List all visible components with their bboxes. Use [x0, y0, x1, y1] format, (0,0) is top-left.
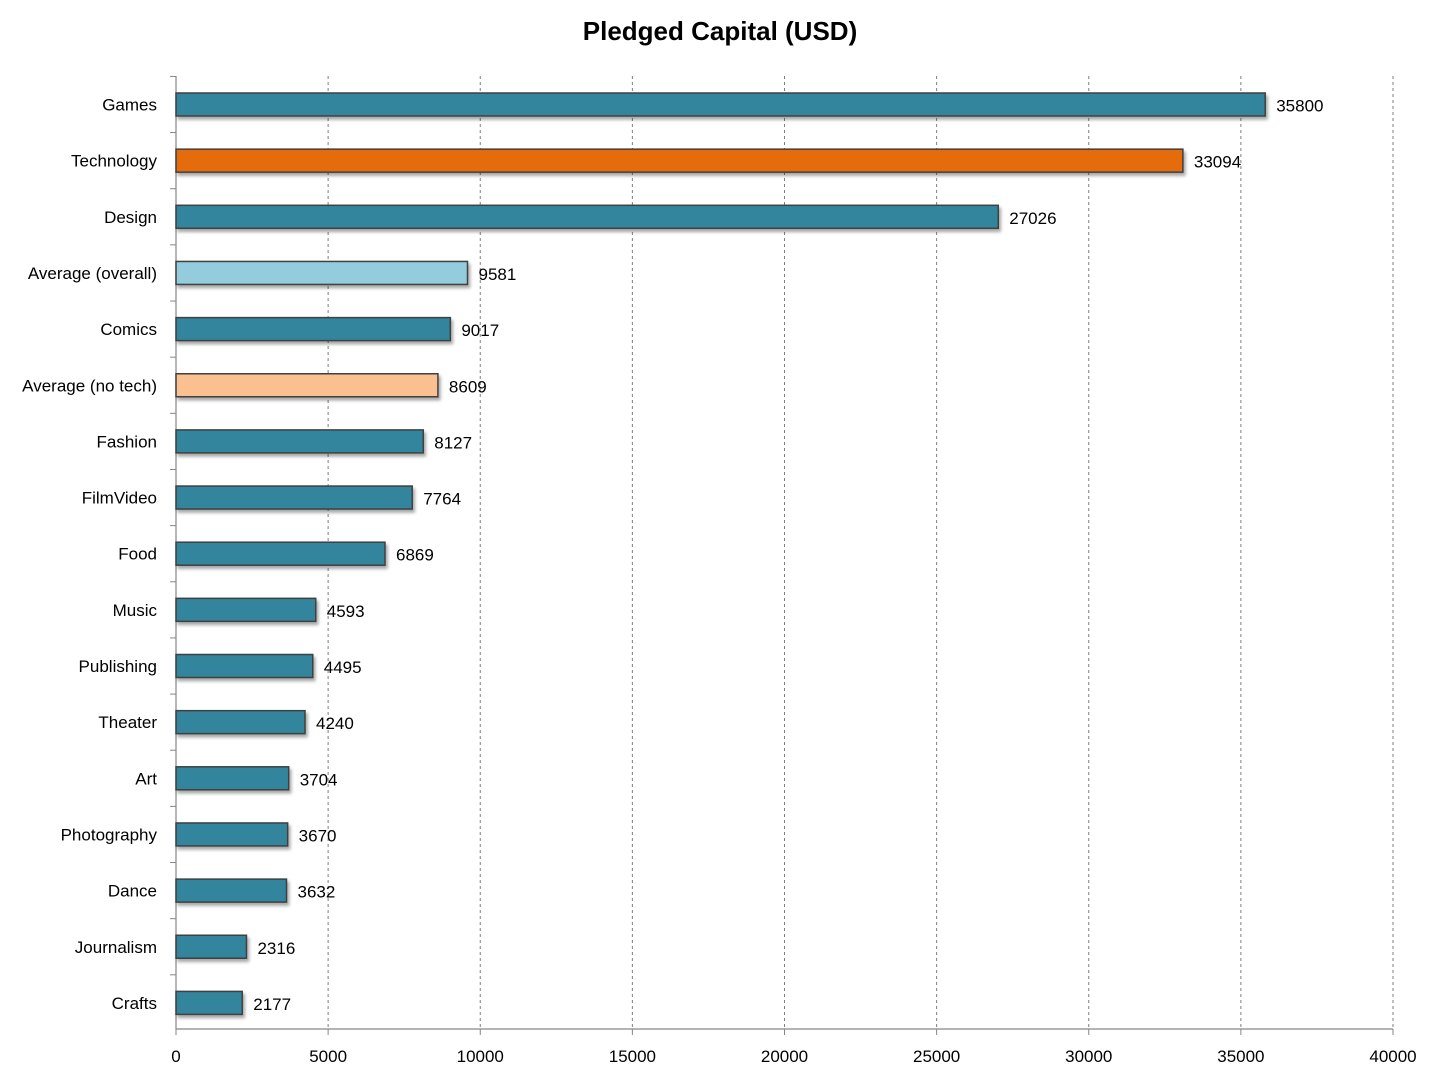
category-label: Design: [104, 208, 157, 227]
data-label: 35800: [1276, 97, 1323, 116]
data-label: 9581: [479, 265, 517, 284]
bar: [175, 316, 452, 342]
bar: [175, 990, 243, 1016]
x-tick-label: 25000: [913, 1047, 960, 1066]
category-label: Games: [102, 96, 157, 115]
data-label: 6869: [396, 546, 434, 565]
bar: [175, 878, 288, 903]
category-label: Art: [135, 769, 157, 788]
bar: [175, 260, 469, 286]
data-label: 3670: [299, 826, 337, 845]
data-label: 4593: [327, 602, 365, 621]
data-label: 8609: [449, 377, 487, 396]
x-tick-label: 0: [171, 1047, 180, 1066]
gridlines: [327, 76, 1394, 1029]
x-tick-label: 10000: [457, 1047, 504, 1066]
category-label: Music: [113, 601, 158, 620]
category-label: Food: [118, 545, 157, 564]
chart-title: Pledged Capital (USD): [582, 16, 858, 46]
bar: [175, 148, 1184, 173]
category-label: Crafts: [112, 994, 157, 1013]
bar: [175, 485, 413, 510]
data-label: 33094: [1194, 153, 1241, 172]
bar: [175, 204, 1000, 230]
data-label: 7764: [423, 490, 461, 509]
category-label: Theater: [98, 713, 157, 732]
data-label: 4495: [324, 658, 362, 677]
bar: [175, 934, 248, 959]
bar: [175, 373, 439, 398]
category-label: Fashion: [97, 432, 157, 451]
x-tick-label: 35000: [1217, 1047, 1264, 1066]
category-label: Journalism: [75, 938, 157, 957]
x-tick-label: 40000: [1369, 1047, 1416, 1066]
bar: [175, 92, 1266, 117]
bar: [175, 653, 314, 679]
category-label: Publishing: [79, 657, 157, 676]
category-label: Average (overall): [28, 264, 157, 283]
category-label: FilmVideo: [82, 489, 157, 508]
data-label: 27026: [1009, 209, 1056, 228]
data-label: 8127: [434, 433, 472, 452]
category-label: Comics: [100, 320, 157, 339]
data-label: 9017: [461, 321, 499, 340]
data-label: 3632: [298, 883, 336, 902]
bar: [175, 429, 425, 454]
category-label: Dance: [108, 882, 157, 901]
x-tick-label: 30000: [1065, 1047, 1112, 1066]
data-label: 2177: [253, 995, 291, 1014]
bar: [175, 709, 306, 735]
x-tick-label: 15000: [609, 1047, 656, 1066]
category-label: Average (no tech): [22, 376, 157, 395]
labels: 0 5000 10000 15000 20000 25000 30000 35000 40000…: [22, 96, 1416, 1067]
data-label: 3704: [300, 770, 338, 789]
data-label: 4240: [316, 714, 354, 733]
bar: [175, 597, 317, 623]
data-label: 2316: [257, 939, 295, 958]
bar: [175, 766, 290, 791]
bar: [175, 541, 386, 566]
bars: [175, 92, 1266, 1016]
x-tick-label: 20000: [761, 1047, 808, 1066]
x-tick-label: 5000: [309, 1047, 347, 1066]
category-label: Technology: [71, 152, 158, 171]
bar: [175, 822, 289, 847]
category-label: Photography: [61, 825, 158, 844]
